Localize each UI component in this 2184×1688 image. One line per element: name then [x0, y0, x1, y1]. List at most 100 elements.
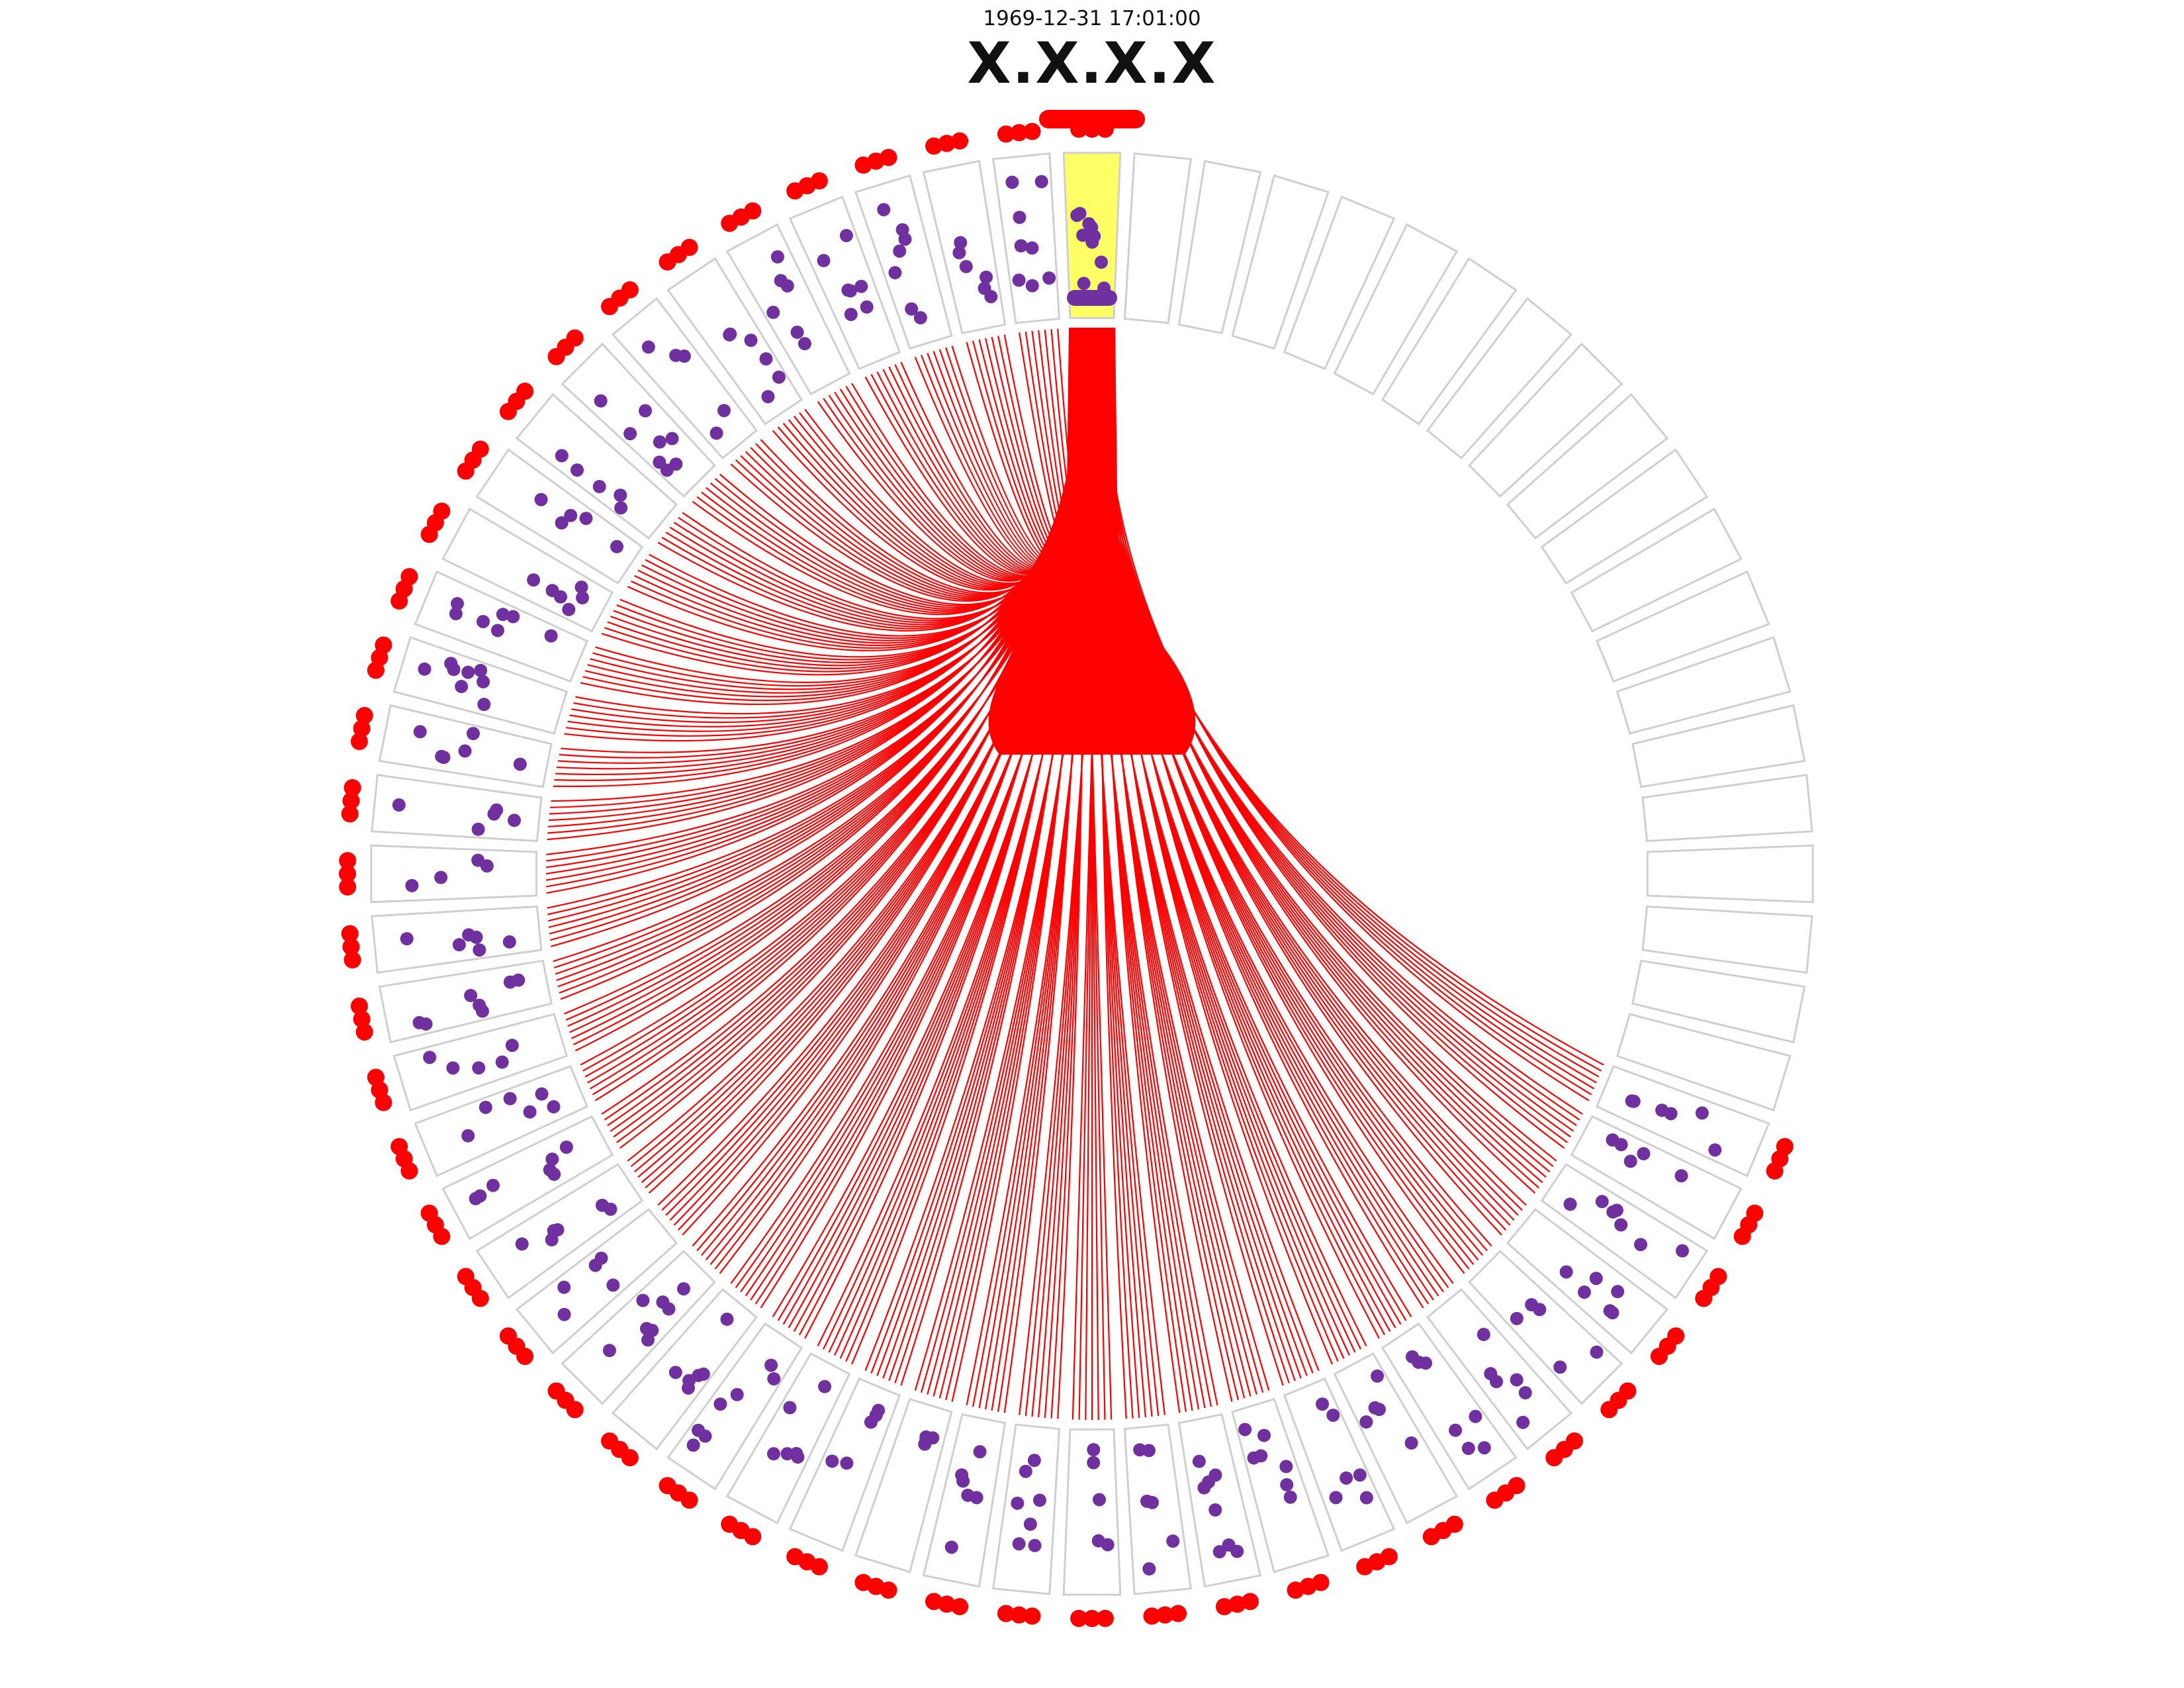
activity-point: [682, 1381, 696, 1395]
activity-point: [1023, 1517, 1037, 1531]
sector-box: [1468, 1250, 1623, 1405]
activity-point: [913, 311, 927, 325]
activity-point: [1093, 1493, 1107, 1507]
sector-box: [1615, 1013, 1792, 1112]
activity-point: [1372, 1403, 1386, 1417]
outer-marker: [925, 137, 943, 155]
activity-point: [790, 1446, 803, 1460]
activity-point: [1013, 211, 1026, 224]
outer-marker: [938, 1595, 956, 1613]
activity-point: [677, 350, 691, 363]
activity-point: [400, 932, 414, 946]
activity-point: [405, 878, 419, 892]
connection-link: [1099, 327, 1470, 1270]
activity-point: [588, 1258, 602, 1272]
activity-point: [1449, 1423, 1463, 1437]
outer-marker: [420, 1204, 438, 1222]
outer-marker: [1010, 1606, 1028, 1624]
activity-point: [392, 798, 406, 812]
activity-point: [973, 1445, 987, 1459]
sector-box: [414, 1064, 589, 1178]
activity-point: [496, 608, 510, 622]
connection-links: [545, 327, 1604, 1420]
activity-point: [952, 246, 966, 259]
activity-point: [515, 1237, 529, 1251]
activity-point: [551, 1223, 565, 1237]
activity-point: [1461, 1441, 1475, 1455]
activity-point: [696, 1367, 710, 1381]
activity-point: [1025, 241, 1039, 255]
sector-box: [414, 570, 589, 683]
outer-marker: [341, 805, 359, 823]
sector-box: [378, 959, 553, 1044]
activity-point: [790, 325, 804, 339]
connection-link: [1099, 327, 1507, 1231]
activity-point: [1014, 239, 1028, 253]
sector-box: [1468, 342, 1623, 498]
sector-box: [1333, 1352, 1459, 1524]
activity-point: [564, 508, 578, 522]
outer-marker: [880, 148, 897, 166]
activity-point: [570, 463, 584, 477]
activity-point: [446, 1061, 460, 1075]
activity-point: [1559, 1265, 1573, 1279]
activity-point: [1625, 1094, 1639, 1108]
outer-marker: [1010, 124, 1028, 142]
activity-point: [1005, 175, 1019, 189]
activity-point: [825, 1454, 839, 1468]
sector-box: [1506, 393, 1669, 540]
outer-marker: [1143, 1607, 1161, 1625]
activity-point: [594, 394, 608, 408]
outer-marker: [400, 568, 418, 586]
activity-point: [1025, 279, 1039, 293]
activity-point: [780, 279, 794, 293]
outer-marker: [997, 125, 1015, 143]
outer-marker: [1650, 1347, 1668, 1365]
activity-point: [1192, 1454, 1206, 1468]
timestamp-label: 1969-12-31 17:01:00: [983, 7, 1201, 30]
activity-point: [527, 573, 541, 587]
activity-point: [1359, 1491, 1373, 1505]
activity-point: [869, 1409, 883, 1423]
sector-box: [1123, 1423, 1193, 1595]
sector-box: [1540, 1162, 1709, 1299]
activity-point: [1510, 1311, 1524, 1325]
activity-point: [854, 279, 868, 293]
outer-marker: [1287, 1581, 1304, 1599]
outer-marker: [1169, 1605, 1187, 1622]
activity-point: [1087, 1456, 1101, 1470]
activity-point: [1510, 1373, 1524, 1387]
outer-marker: [339, 865, 356, 882]
sector-box: [1333, 223, 1459, 396]
outer-marker: [1600, 1401, 1618, 1419]
activity-point: [639, 1322, 653, 1336]
outer-marker: [342, 792, 360, 810]
activity-point: [545, 1233, 559, 1246]
outer-marker: [350, 733, 368, 751]
outer-marker: [1695, 1289, 1713, 1307]
sector-box: [1123, 152, 1193, 324]
outer-marker: [997, 1605, 1015, 1622]
connection-link: [777, 327, 1085, 590]
sector-box: [1595, 1064, 1770, 1178]
outer-marker: [601, 1432, 619, 1450]
activity-point: [469, 1192, 482, 1205]
outer-marker: [367, 1068, 385, 1086]
activity-point: [623, 427, 637, 441]
activity-point: [1490, 1375, 1504, 1389]
sector-box: [1231, 174, 1330, 350]
activity-point: [1011, 1496, 1024, 1510]
activity-point: [477, 698, 491, 712]
activity-point: [1516, 1415, 1530, 1429]
activity-point: [1614, 1218, 1628, 1232]
activity-point: [1577, 1286, 1591, 1299]
activity-point: [944, 1540, 958, 1554]
activity-point: [893, 244, 907, 258]
activity-point: [669, 457, 683, 471]
activity-points: [392, 175, 1722, 1575]
activity-point: [1359, 1415, 1373, 1429]
activity-point: [1087, 1443, 1101, 1457]
activity-point: [1254, 1449, 1268, 1463]
active-sector-bar: [1067, 290, 1117, 306]
activity-point: [458, 744, 472, 758]
